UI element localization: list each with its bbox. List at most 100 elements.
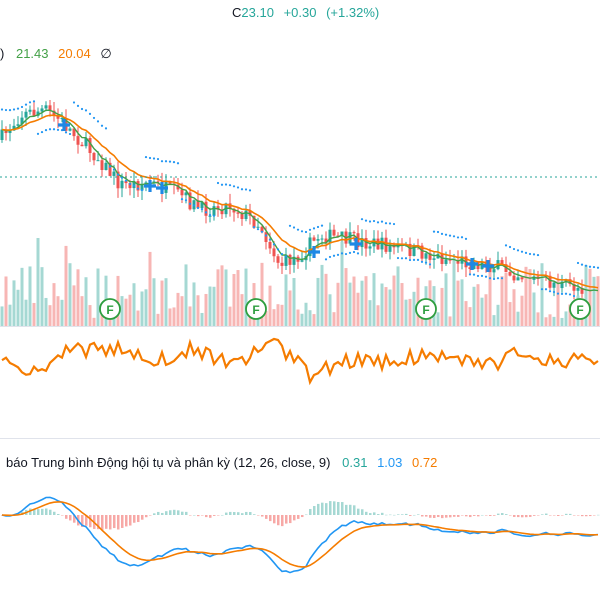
sar-dot	[80, 107, 84, 111]
candle-body	[188, 192, 192, 210]
volume-bar	[280, 304, 284, 326]
sar-dot	[236, 186, 240, 189]
candle-body	[116, 171, 120, 189]
macd-hist-bar	[161, 512, 164, 515]
candle-body	[52, 110, 56, 116]
volume-bar	[320, 264, 324, 326]
candle-body	[140, 184, 144, 191]
volume-bar	[508, 302, 512, 326]
volume-bar	[56, 296, 60, 326]
macd-hist-bar	[337, 501, 340, 515]
macd-hist-bar	[545, 513, 548, 515]
macd-hist-bar	[577, 515, 580, 516]
candle-body	[212, 206, 216, 216]
sar-dot	[40, 130, 44, 134]
volume-bar	[92, 317, 96, 326]
macd-hist-bar	[137, 515, 140, 523]
volume-bar	[80, 296, 84, 326]
macd-hist-bar	[289, 515, 292, 524]
volume-bar	[308, 310, 312, 326]
sar-dot	[476, 274, 480, 278]
sar-dot	[224, 183, 228, 186]
macd-hist-bar	[309, 508, 312, 515]
sar-dot	[316, 225, 320, 229]
macd-line	[1, 496, 599, 574]
macd-hist-bar	[553, 515, 556, 516]
volume-bar	[272, 309, 276, 326]
macd-hist-bar	[65, 515, 68, 519]
sar-dot	[232, 185, 236, 188]
macd-hist-bar	[377, 514, 380, 515]
candle-body	[420, 245, 424, 259]
sar-dot	[256, 228, 260, 231]
sar-dot	[312, 227, 316, 230]
candle-body	[508, 271, 512, 276]
volume-bar	[156, 313, 160, 326]
ma-legend: ) 21.43 20.04 ∅	[0, 46, 118, 62]
sar-dot	[460, 236, 464, 239]
candle-body	[92, 153, 96, 161]
candle-body	[520, 277, 524, 280]
candle-body	[572, 284, 576, 291]
sar-dot	[216, 181, 220, 185]
volume-bar	[84, 277, 88, 326]
volume-bar	[368, 300, 372, 326]
volume-bar	[588, 268, 592, 326]
volume-bar	[516, 311, 520, 326]
macd-hist-bar	[381, 512, 384, 515]
sar-dot	[68, 132, 72, 136]
macd-hist-bar	[233, 512, 236, 515]
sar-dot	[220, 183, 224, 186]
sar-dot	[524, 251, 528, 254]
plus-cross-icon	[350, 238, 362, 250]
sar-dot	[400, 257, 404, 260]
sar-dot	[248, 189, 252, 192]
volume-bar	[88, 305, 92, 326]
sar-dot	[12, 108, 16, 111]
f-circle-icon	[415, 298, 437, 320]
macd-hist-bar	[73, 515, 76, 523]
macd-hist-bar	[109, 515, 112, 530]
sar-dot	[352, 250, 356, 254]
candle-body	[16, 124, 20, 126]
sar-dot	[0, 108, 4, 111]
macd-hist-bar	[261, 515, 264, 517]
sar-dot	[108, 165, 112, 168]
volume-bar	[464, 301, 468, 326]
volume-bar	[344, 268, 348, 326]
macd-hist-bar	[297, 515, 300, 519]
sar-dot	[512, 247, 516, 251]
volume-bar	[300, 313, 304, 326]
candle-body	[24, 111, 28, 118]
sar-dot	[420, 260, 424, 263]
sar-dot	[124, 179, 128, 182]
volume-bar	[540, 263, 544, 326]
macd-hist-bar	[549, 515, 552, 516]
volume-bar	[288, 290, 292, 326]
volume-bar	[132, 283, 136, 326]
plus-cross-icon	[144, 180, 156, 192]
volume-bar	[116, 275, 120, 326]
sar-dot	[592, 265, 596, 269]
macd-hist-bar	[245, 511, 248, 515]
candle-body	[432, 258, 436, 260]
macd-hist-bar	[497, 513, 500, 515]
candle-body	[436, 254, 440, 259]
volume-bar	[448, 316, 452, 326]
candle-body	[332, 229, 336, 236]
f-marker-label: F	[106, 303, 113, 317]
candle-body	[380, 237, 384, 250]
macd-hist-bar	[537, 515, 540, 516]
macd-hist-bar	[369, 513, 372, 515]
sar-dot	[424, 261, 428, 264]
candle-body	[580, 287, 584, 294]
volume-bar	[484, 294, 488, 326]
sar-dot	[36, 132, 40, 135]
sar-dot	[500, 277, 504, 280]
volume-bar	[376, 305, 380, 326]
candle-body	[204, 201, 208, 216]
sar-dot	[280, 252, 284, 256]
empty-set-icon: ∅	[100, 46, 112, 61]
sar-dot	[392, 222, 396, 226]
